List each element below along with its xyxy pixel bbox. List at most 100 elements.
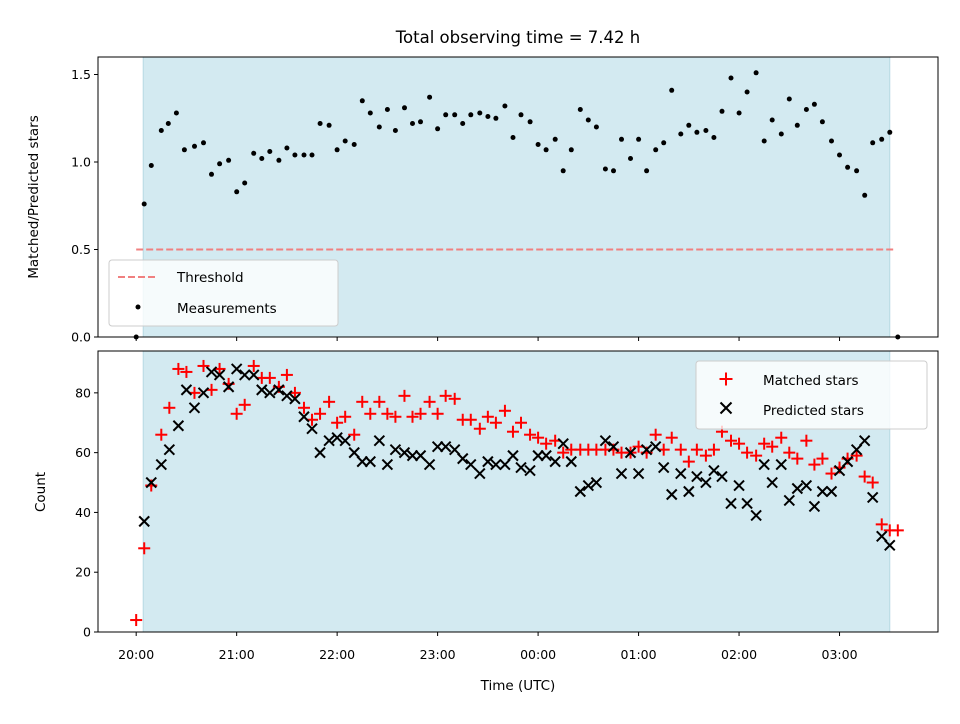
predicted-star-point [457,452,469,465]
matched-star-point [699,449,712,462]
matched-star-point [381,407,394,420]
measurement-point [181,147,187,153]
measurement-point [619,136,624,142]
matched-star-point [389,410,402,423]
measurement-point [317,121,323,126]
matched-star-point [741,446,754,459]
predicted-star-point [615,467,628,480]
measurement-point [468,112,474,118]
measurement-point [870,140,876,146]
measurement-point [686,122,692,128]
matched-star-point [431,407,444,420]
predicted-star-point [188,402,201,414]
ratio-y-tick-label: 1.5 [71,67,91,82]
measurement-point [577,107,583,112]
measurement-point [636,136,642,142]
predicted-star-point [741,497,753,510]
measurement-point [585,117,591,123]
measurement-point [276,157,282,163]
measurement-point [753,70,759,76]
matched-star-point [733,437,746,450]
matched-star-point [356,395,369,408]
measurement-point [192,143,197,149]
measurement-point [384,107,390,112]
measurement-point [493,115,499,121]
predicted-star-point [858,434,871,447]
predicted-star-point [515,461,527,474]
matched-star-point [808,458,821,471]
predicted-star-point [590,476,603,489]
matched-star-point [506,425,519,438]
measurement-point [879,136,885,142]
predicted-star-point [314,446,326,459]
predicted-star-point [708,464,720,477]
measurement-point [593,124,599,130]
ratio-legend: Threshold Measurements [108,259,339,327]
measurement-point [854,168,860,174]
x-tick-label: 03:00 [822,647,858,662]
predicted-star-point [632,467,645,480]
count-y-ticks: 0 20 40 60 80 [75,385,98,640]
matched-star-point [163,401,176,414]
measurement-point [148,163,154,168]
matched-star-point [489,416,502,429]
matched-star-point [172,362,185,375]
matched-star-point [649,428,662,441]
predicted-star-point [700,476,712,489]
measurement-point [485,114,491,119]
predicted-star-point [808,500,821,513]
predicted-star-point [599,434,612,447]
predicted-star-point [582,479,595,492]
predicted-star-point [197,387,210,399]
measurement-point [845,164,851,170]
measurement-point [226,157,232,163]
predicted-star-point [256,384,268,396]
measurement-point [410,121,415,126]
matched-star-point [197,359,210,372]
measurement-point [543,147,549,153]
measurement-point [460,121,466,126]
measurement-point [728,75,734,81]
measurement-point [829,138,834,144]
matched-star-point [481,410,494,423]
measurement-point [418,119,423,125]
matched-star-point [406,410,419,423]
matched-star-point [498,404,511,417]
measurement-point [803,107,809,112]
predicted-star-point [448,443,461,456]
predicted-star-point [733,479,745,492]
count-legend: Matched stars Predicted stars [695,360,928,430]
predicted-star-point [248,369,260,381]
measurement-point [217,161,223,167]
matched-star-point [766,440,779,453]
measurement-point [560,168,566,174]
predicted-star-point [557,437,569,450]
predicted-star-point [884,539,896,552]
predicted-star-point [474,467,486,480]
measurement-point [769,117,775,123]
matched-star-point [682,455,695,468]
matched-star-point [557,446,570,459]
matched-star-point [866,476,879,489]
predicted-star-point [230,363,243,375]
measurement-point [761,138,767,144]
measurement-point [644,168,650,174]
measurement-point [502,103,508,109]
matched-star-point [138,542,151,555]
measurement-point [234,189,240,195]
measurement-point [786,96,792,102]
measurement-point [158,128,164,133]
ratio-y-tick-label: 0.5 [71,242,91,257]
measurement-point [744,89,750,95]
measurement-point [242,180,248,186]
measurement-point [719,108,725,114]
matched-star-point [180,365,193,378]
matched-star-point [725,434,738,447]
predicted-star-point [683,485,695,498]
measurement-point [611,168,616,174]
measurement-point [628,156,633,161]
matched-star-point [373,395,386,408]
count-y-tick-label: 20 [75,565,91,580]
matched-legend-plus-icon [719,372,733,386]
